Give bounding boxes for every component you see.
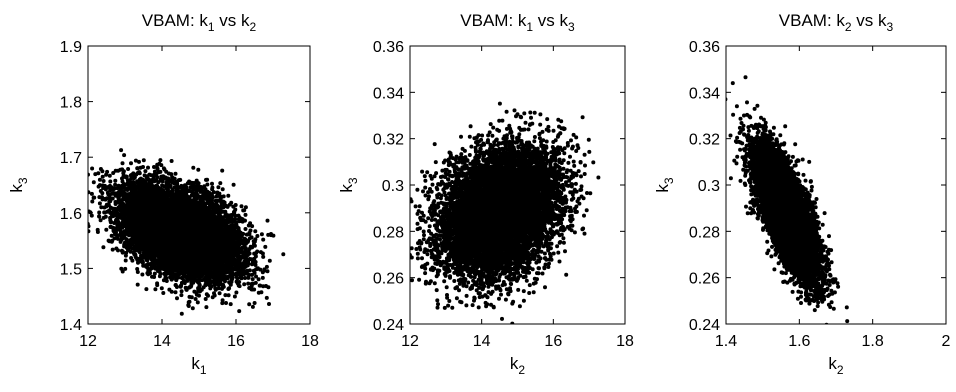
scatter-point bbox=[242, 282, 247, 287]
scatter-point bbox=[235, 276, 240, 281]
scatter-point bbox=[220, 298, 225, 303]
scatter-point bbox=[234, 220, 238, 225]
scatter-point bbox=[129, 161, 133, 166]
scatter-point bbox=[193, 297, 198, 301]
scatter-point bbox=[204, 177, 208, 182]
scatter-point bbox=[120, 176, 124, 181]
scatter-point bbox=[260, 275, 265, 280]
scatter-point bbox=[104, 227, 109, 232]
scatter-point bbox=[120, 269, 125, 274]
scatter-point bbox=[252, 301, 257, 305]
scatter-point bbox=[113, 200, 118, 204]
scatter-points bbox=[88, 148, 286, 316]
scatter-point bbox=[113, 178, 118, 183]
scatter-point bbox=[135, 179, 140, 184]
scatter-point bbox=[101, 245, 106, 250]
scatter-point bbox=[153, 287, 158, 292]
scatter-point bbox=[265, 269, 270, 274]
scatter-point bbox=[239, 204, 244, 209]
scatter-point bbox=[232, 294, 237, 299]
scatter-point bbox=[136, 260, 140, 265]
scatter-point bbox=[204, 305, 209, 310]
scatter-point bbox=[197, 293, 201, 298]
scatter-point bbox=[152, 271, 157, 276]
scatter-point bbox=[249, 235, 254, 240]
scatter-point bbox=[135, 270, 140, 274]
scatter-point bbox=[237, 284, 242, 289]
scatter-point bbox=[179, 293, 184, 298]
scatter-point bbox=[123, 258, 128, 263]
scatter-point bbox=[123, 266, 128, 271]
scatter-point bbox=[119, 148, 124, 153]
scatter-point bbox=[88, 190, 91, 195]
scatter-point bbox=[133, 158, 138, 163]
scatter-point bbox=[158, 169, 163, 174]
scatter-point bbox=[265, 218, 270, 223]
scatter-point bbox=[250, 304, 255, 309]
scatter-point bbox=[173, 171, 178, 176]
scatter-point bbox=[108, 179, 113, 184]
scatter-point bbox=[135, 282, 140, 287]
scatter-point bbox=[97, 210, 102, 215]
scatter-point bbox=[220, 187, 225, 192]
scatter-point bbox=[255, 234, 260, 238]
scatter-point bbox=[91, 180, 96, 185]
scatter-point bbox=[179, 311, 184, 316]
scatter-point bbox=[224, 203, 229, 208]
scatter-point bbox=[128, 249, 133, 254]
scatter-point bbox=[169, 159, 174, 163]
scatter-point bbox=[250, 262, 254, 267]
scatter-point bbox=[135, 171, 140, 175]
scatter-point bbox=[90, 199, 95, 204]
scatter-point bbox=[109, 233, 114, 238]
scatter-point bbox=[161, 291, 166, 295]
scatter-point bbox=[255, 249, 260, 254]
scatter-point bbox=[101, 215, 106, 220]
scatter-point bbox=[100, 174, 105, 179]
scatter-point bbox=[173, 290, 178, 295]
scatter-point bbox=[267, 302, 271, 306]
scatter-point bbox=[224, 301, 228, 305]
scatter-point bbox=[217, 291, 222, 296]
scatter-point bbox=[90, 166, 95, 171]
scatter-point bbox=[266, 285, 271, 290]
scatter-point bbox=[226, 287, 231, 291]
scatter-point bbox=[143, 169, 148, 174]
scatter-point bbox=[261, 254, 266, 259]
scatter-point bbox=[107, 173, 112, 178]
scatter-point bbox=[150, 274, 154, 279]
scatter-point bbox=[123, 240, 127, 245]
scatter-point bbox=[226, 293, 231, 298]
scatter-point bbox=[250, 224, 255, 229]
scatter-point bbox=[125, 178, 130, 183]
scatter-point bbox=[258, 250, 263, 255]
scatter-point bbox=[130, 258, 135, 263]
scatter-point bbox=[179, 289, 184, 294]
scatter-point bbox=[95, 227, 100, 232]
scatter-point bbox=[192, 289, 197, 294]
scatter-point bbox=[100, 169, 105, 174]
scatter-point bbox=[264, 264, 269, 269]
scatter-point bbox=[116, 183, 121, 188]
scatter-point bbox=[244, 251, 249, 256]
scatter-point bbox=[99, 205, 104, 210]
scatter-point bbox=[190, 306, 195, 311]
scatter-point bbox=[234, 290, 239, 295]
scatter-point bbox=[210, 181, 214, 186]
scatter-point bbox=[103, 210, 107, 215]
scatter-point bbox=[158, 158, 163, 163]
scatter-point bbox=[242, 236, 247, 241]
scatter-point bbox=[208, 285, 213, 290]
scatter-point bbox=[214, 194, 219, 199]
scatter-point bbox=[173, 283, 178, 287]
scatter-point bbox=[221, 194, 226, 199]
scatter-point bbox=[167, 287, 172, 292]
scatter-point bbox=[259, 232, 264, 237]
scatter-point bbox=[210, 185, 215, 190]
scatter-point bbox=[118, 198, 123, 203]
scatter-point bbox=[104, 172, 109, 177]
